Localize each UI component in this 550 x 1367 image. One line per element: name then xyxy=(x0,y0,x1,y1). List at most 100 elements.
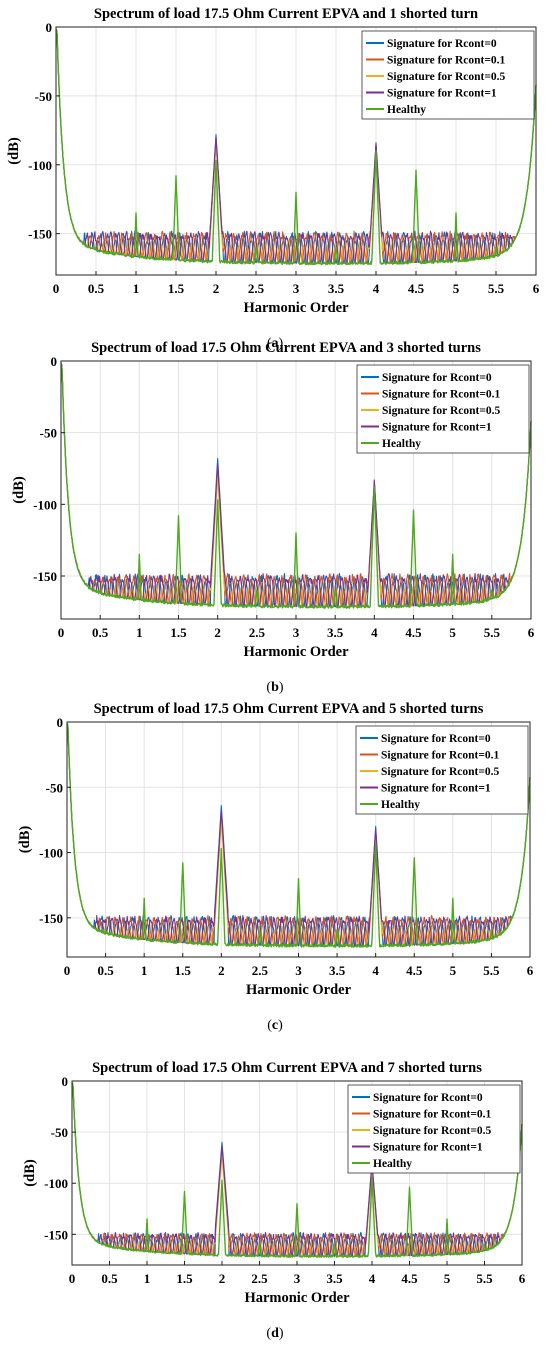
y-axis-label: (dB) xyxy=(6,137,22,165)
y-tick-label: -100 xyxy=(44,1176,68,1191)
y-tick-label: -150 xyxy=(44,1227,68,1242)
y-tick-label: 0 xyxy=(62,1074,69,1089)
y-tick-label: -100 xyxy=(28,158,52,173)
x-tick-label: 1.5 xyxy=(175,963,192,978)
y-tick-label: -50 xyxy=(46,780,63,795)
panel-caption: (d) xyxy=(266,1326,283,1341)
legend-entry-3: Signature for Rcont=0.5 xyxy=(381,766,500,778)
x-tick-label: 1.5 xyxy=(170,625,187,640)
x-tick-label: 1.5 xyxy=(168,281,185,296)
chart-title: Spectrum of load 17.5 Ohm Current EPVA a… xyxy=(91,340,481,356)
chart-title: Spectrum of load 17.5 Ohm Current EPVA a… xyxy=(94,701,484,717)
axes-box xyxy=(55,26,537,276)
series-line-2 xyxy=(66,724,531,947)
grid xyxy=(60,360,532,619)
y-tick-label: 0 xyxy=(51,354,58,369)
x-tick-label: 5 xyxy=(444,1271,451,1286)
legend-entry-4: Signature for Rcont=1 xyxy=(381,783,491,795)
x-tick-label: 2.5 xyxy=(251,1271,268,1286)
legend-entry-1: Signature for Rcont=0 xyxy=(381,733,491,745)
legend-entry-5: Healthy xyxy=(373,1158,412,1170)
chart-title: Spectrum of load 17.5 Ohm Current EPVA a… xyxy=(92,1060,482,1076)
legend: Signature for Rcont=0 Signature for Rcont… xyxy=(347,1084,521,1174)
series-line-1 xyxy=(71,1082,523,1257)
legend-box xyxy=(361,30,535,120)
series-line-4 xyxy=(60,363,532,608)
grid xyxy=(71,1080,523,1265)
x-tick-label: 0.5 xyxy=(92,625,109,640)
x-tick-label: 5.5 xyxy=(483,963,500,978)
x-tick-label: 4 xyxy=(369,1271,376,1286)
x-tick-label: 0 xyxy=(58,625,65,640)
y-tick-label: -100 xyxy=(33,497,57,512)
grid xyxy=(66,721,531,957)
series-line-4 xyxy=(66,724,531,947)
x-tick-label: 0.5 xyxy=(97,963,114,978)
x-axis-label: Harmonic Order xyxy=(246,982,352,998)
chart-title: Spectrum of load 17.5 Ohm Current EPVA a… xyxy=(94,6,478,22)
series-line-3 xyxy=(55,29,537,264)
series-line-5 xyxy=(66,723,531,948)
x-tick-label: 3 xyxy=(295,963,302,978)
legend-entry-5: Healthy xyxy=(387,104,426,116)
x-tick-label: 5.5 xyxy=(476,1271,493,1286)
x-tick-label: 5.5 xyxy=(488,281,505,296)
x-tick-label: 4.5 xyxy=(406,963,423,978)
x-tick-label: 4 xyxy=(372,963,379,978)
x-tick-label: 2.5 xyxy=(248,281,265,296)
x-tick-label: 0.5 xyxy=(88,281,105,296)
series-line-2 xyxy=(71,1082,523,1257)
x-tick-label: 1 xyxy=(144,1271,151,1286)
y-tick-label: -50 xyxy=(40,426,57,441)
legend-entry-3: Signature for Rcont=0.5 xyxy=(387,71,506,83)
legend-entry-4: Signature for Rcont=1 xyxy=(387,88,497,100)
axes-box xyxy=(66,721,531,958)
series-line-1 xyxy=(60,363,532,608)
y-tick-label: -150 xyxy=(33,569,57,584)
x-tick-label: 3 xyxy=(293,281,300,296)
y-axis-label: (dB) xyxy=(22,1159,38,1187)
series-line-1 xyxy=(66,724,531,947)
series-line-1 xyxy=(55,29,537,264)
x-tick-label: 6 xyxy=(527,963,534,978)
legend-entry-2: Signature for Rcont=0.1 xyxy=(382,389,501,401)
x-tick-label: 2 xyxy=(219,1271,226,1286)
legend-box xyxy=(347,1084,521,1174)
x-axis-label: Harmonic Order xyxy=(244,1290,350,1306)
x-tick-label: 3 xyxy=(294,1271,301,1286)
x-tick-label: 2 xyxy=(213,281,220,296)
legend-box xyxy=(355,725,529,815)
legend-entry-5: Healthy xyxy=(382,438,421,450)
y-tick-label: 0 xyxy=(57,715,64,730)
panel-caption: (a) xyxy=(267,336,284,351)
legend: Signature for Rcont=0 Signature for Rcont… xyxy=(361,30,535,120)
legend-entry-5: Healthy xyxy=(381,799,420,811)
y-tick-label: 0 xyxy=(46,20,53,35)
x-tick-label: 3 xyxy=(293,625,300,640)
y-axis-label: (dB) xyxy=(11,476,27,504)
x-tick-label: 3.5 xyxy=(329,963,346,978)
x-tick-label: 5 xyxy=(453,281,460,296)
series-line-4 xyxy=(71,1082,523,1257)
x-axis-label: Harmonic Order xyxy=(243,300,349,316)
legend-entry-2: Signature for Rcont=0.1 xyxy=(387,55,506,67)
x-tick-label: 2 xyxy=(218,963,225,978)
series-line-5 xyxy=(60,364,532,609)
x-tick-label: 0.5 xyxy=(101,1271,118,1286)
x-tick-label: 4.5 xyxy=(405,625,422,640)
y-tick-label: -150 xyxy=(39,911,63,926)
legend-entry-3: Signature for Rcont=0.5 xyxy=(373,1125,492,1137)
x-tick-label: 6 xyxy=(533,281,540,296)
x-tick-label: 5.5 xyxy=(484,625,501,640)
legend-entry-1: Signature for Rcont=0 xyxy=(382,372,492,384)
x-tick-label: 6 xyxy=(519,1271,526,1286)
x-tick-label: 4.5 xyxy=(401,1271,418,1286)
panel-caption: (c) xyxy=(267,1018,283,1033)
legend: Signature for Rcont=0 Signature for Rcont… xyxy=(355,725,529,815)
legend-entry-1: Signature for Rcont=0 xyxy=(373,1092,483,1104)
x-tick-label: 4.5 xyxy=(408,281,425,296)
legend-box xyxy=(356,364,530,454)
